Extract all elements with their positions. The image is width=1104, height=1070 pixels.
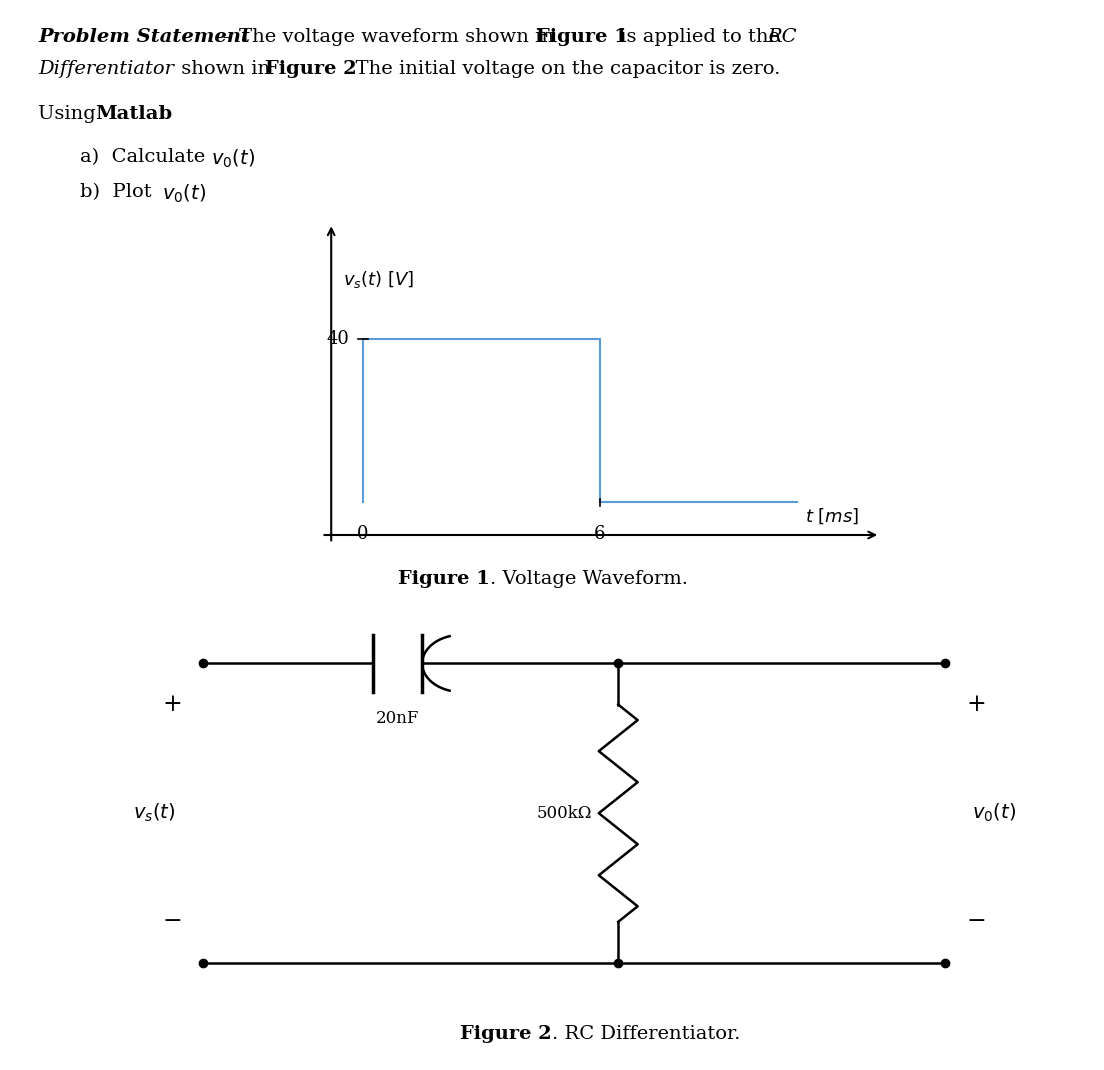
Text: Figure 2: Figure 2	[460, 1025, 552, 1043]
Text: 6: 6	[594, 524, 605, 542]
Text: $v_s(t)$: $v_s(t)$	[134, 802, 176, 824]
Text: Matlab: Matlab	[95, 105, 172, 123]
Text: shown in: shown in	[176, 60, 276, 78]
Text: Figure 1: Figure 1	[537, 28, 628, 46]
Text: −: −	[162, 911, 182, 933]
Text: $v_0(t)$: $v_0(t)$	[211, 148, 255, 170]
Text: – The voltage waveform shown in: – The voltage waveform shown in	[223, 28, 560, 46]
Text: . The initial voltage on the capacitor is zero.: . The initial voltage on the capacitor i…	[343, 60, 781, 78]
Text: Figure 1: Figure 1	[399, 570, 490, 589]
Text: a)  Calculate: a) Calculate	[79, 148, 212, 166]
Text: 40: 40	[326, 330, 349, 348]
Text: is applied to the: is applied to the	[614, 28, 786, 46]
Text: $v_s(t)$ $[V]$: $v_s(t)$ $[V]$	[343, 269, 414, 290]
Text: +: +	[162, 693, 182, 716]
Text: $v_0(t)$: $v_0(t)$	[162, 183, 206, 205]
Text: 500kΩ: 500kΩ	[537, 805, 592, 822]
Text: −: −	[966, 911, 986, 933]
Text: . Voltage Waveform.: . Voltage Waveform.	[490, 570, 688, 589]
Text: $\mathit{t}$ $[ms]$: $\mathit{t}$ $[ms]$	[805, 506, 859, 525]
Text: RC: RC	[767, 28, 796, 46]
Text: Problem Statement: Problem Statement	[38, 28, 250, 46]
Text: . RC Differentiator.: . RC Differentiator.	[552, 1025, 741, 1043]
Text: +: +	[966, 693, 986, 716]
Text: Differentiator: Differentiator	[38, 60, 174, 78]
Text: $v_0(t)$: $v_0(t)$	[972, 802, 1016, 824]
Text: b)  Plot: b) Plot	[79, 183, 158, 201]
Text: 20nF: 20nF	[375, 709, 420, 727]
Text: Figure 2: Figure 2	[265, 60, 357, 78]
Text: Using: Using	[38, 105, 102, 123]
Text: 0: 0	[357, 524, 369, 542]
